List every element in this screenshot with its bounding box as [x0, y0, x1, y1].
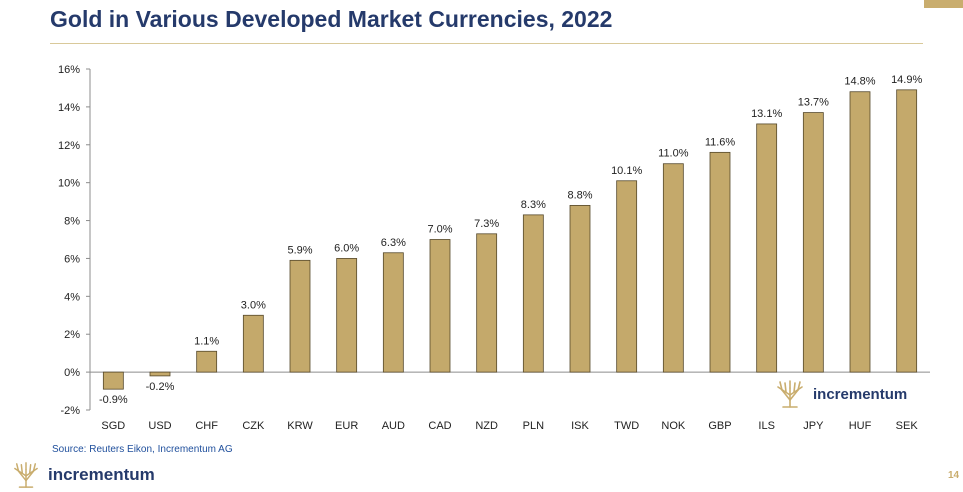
bar-nok [662, 163, 684, 373]
bar-chf [196, 350, 218, 373]
data-label: 8.8% [567, 189, 592, 201]
tree-icon [14, 462, 38, 488]
data-label: 6.0% [334, 242, 359, 254]
bar-nzd [476, 233, 498, 373]
bar-gbp [709, 151, 731, 373]
bar-pln [522, 214, 544, 373]
x-tick-label: CAD [428, 420, 451, 432]
bar-isk [569, 204, 591, 373]
bar-ils [756, 123, 778, 373]
y-tick-label: 0% [64, 367, 80, 379]
bar-aud [382, 252, 404, 373]
x-tick-label: JPY [803, 420, 824, 432]
chart-brand-logo: incrementum [775, 380, 907, 408]
x-tick-label: NOK [661, 420, 686, 432]
bar-sek [896, 89, 918, 373]
bar-krw [289, 259, 311, 373]
y-tick-label: 12% [58, 140, 80, 152]
source-note: Source: Reuters Eikon, Incrementum AG [52, 444, 233, 455]
footer-brand-logo: incrementum [12, 462, 155, 488]
page-title: Gold in Various Developed Market Currenc… [50, 6, 613, 32]
data-label: 14.8% [844, 76, 875, 88]
bar-czk [242, 314, 264, 373]
x-tick-label: CZK [242, 420, 265, 432]
data-label: 8.3% [521, 199, 546, 211]
bar-twd [616, 180, 638, 373]
y-tick-label: 6% [64, 253, 80, 265]
x-tick-label: NZD [475, 420, 498, 432]
tree-icon [777, 380, 803, 408]
y-tick-label: 16% [58, 64, 80, 76]
bar-sgd [102, 371, 124, 390]
y-tick-label: 4% [64, 291, 80, 303]
data-label: -0.9% [99, 394, 128, 406]
data-label: -0.2% [146, 381, 175, 393]
data-label: 1.1% [194, 335, 219, 347]
x-tick-label: CHF [195, 420, 218, 432]
y-tick-label: 8% [64, 216, 80, 228]
data-label: 6.3% [381, 237, 406, 249]
y-tick-label: -2% [60, 405, 80, 417]
x-tick-label: KRW [287, 420, 313, 432]
data-label: 3.0% [241, 299, 266, 311]
x-tick-label: SEK [896, 420, 919, 432]
brand-name: incrementum [48, 465, 155, 484]
x-tick-label: EUR [335, 420, 358, 432]
title-divider [50, 43, 923, 44]
x-tick-label: PLN [523, 420, 544, 432]
x-tick-label: AUD [382, 420, 405, 432]
x-tick-label: HUF [849, 420, 872, 432]
x-tick-label: SGD [101, 420, 125, 432]
data-label: 11.6% [705, 136, 736, 148]
y-tick-label: 10% [58, 178, 80, 190]
x-tick-label: GBP [708, 420, 731, 432]
data-label: 10.1% [611, 165, 642, 177]
x-tick-label: USD [148, 420, 171, 432]
y-tick-label: 2% [64, 329, 80, 341]
data-label: 7.0% [427, 224, 452, 236]
corner-accent [924, 0, 963, 8]
data-label: 7.3% [474, 218, 499, 230]
bar-huf [849, 91, 871, 373]
data-label: 11.0% [658, 148, 689, 160]
bar-eur [336, 258, 358, 373]
brand-name: incrementum [813, 385, 908, 403]
data-label: 13.1% [751, 108, 782, 120]
x-tick-label: ILS [758, 420, 775, 432]
bar-usd [149, 371, 171, 377]
x-tick-label: TWD [614, 420, 639, 432]
bar-jpy [802, 112, 824, 373]
page-number: 14 [948, 470, 960, 481]
bar-chart: -2% 0% 2% 4% 6% 8% 10% 12% 14% 16% -0.9% SGD -0.2% US… [58, 64, 930, 432]
y-tick-label: 14% [58, 102, 80, 114]
x-tick-label: ISK [571, 420, 589, 432]
bar-cad [429, 239, 451, 373]
data-label: 13.7% [798, 97, 829, 109]
data-label: 5.9% [287, 244, 312, 256]
data-label: 14.9% [891, 74, 922, 86]
